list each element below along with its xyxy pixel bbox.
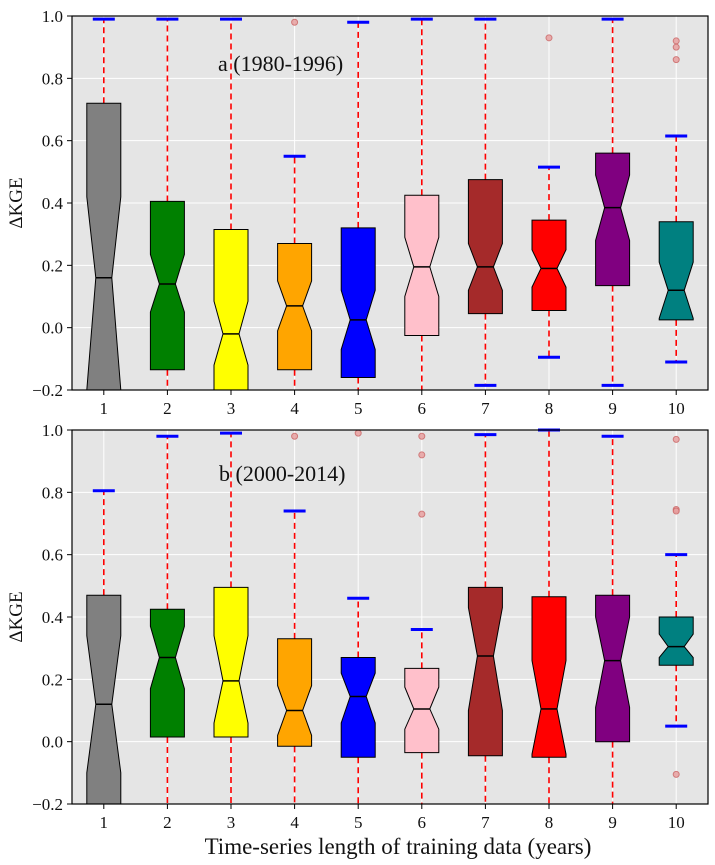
- y-axis-title: ΔKGE: [6, 177, 27, 228]
- x-tick-label: 8: [545, 813, 554, 832]
- box-body: [340, 657, 376, 758]
- box-body: [149, 608, 185, 738]
- y-tick-label: 0.4: [42, 194, 64, 213]
- box-body: [404, 667, 440, 754]
- plot-frame: [71, 15, 709, 391]
- box-group: [404, 17, 440, 390]
- box-body: [595, 594, 631, 743]
- box-body: [149, 200, 185, 371]
- panel-label: a (1980-1996): [218, 51, 343, 76]
- box-group: [595, 434, 631, 804]
- box-body: [531, 596, 567, 758]
- box-group: [213, 431, 249, 804]
- box-group: [467, 433, 503, 804]
- panel-label: b (2000-2014): [219, 461, 345, 486]
- y-tick-label: 0.4: [42, 608, 64, 627]
- box-group: [149, 17, 185, 390]
- panel-b: −0.2 0.0 0.2 0.4 0.6 0.8 1.0 1 2 3 4 5 6 7 8 9 10 ΔKGE b (…: [6, 421, 709, 832]
- box-group: [213, 17, 249, 391]
- x-tick-label: 1: [100, 399, 109, 418]
- y-tick-label: 1.0: [42, 7, 63, 26]
- x-tick-label: 6: [418, 399, 427, 418]
- outlier-point: [672, 770, 680, 778]
- x-tick-label: 2: [163, 813, 172, 832]
- box-group: [277, 432, 313, 804]
- x-tick-label: 6: [418, 813, 427, 832]
- box-group: [531, 428, 567, 804]
- y-tick-label: 0.6: [42, 546, 63, 565]
- box-body: [595, 152, 631, 287]
- box-body: [86, 102, 122, 391]
- x-tick-label: 5: [354, 813, 363, 832]
- box-body: [467, 586, 503, 757]
- box-body: [277, 638, 313, 747]
- plot-frame: [71, 429, 709, 805]
- outlier-point: [672, 43, 680, 51]
- y-axis-title: ΔKGE: [6, 591, 27, 642]
- x-tick-label: 3: [227, 813, 236, 832]
- y-tick-label: 0.8: [42, 69, 63, 88]
- outlier-point: [418, 510, 426, 518]
- box-body: [340, 227, 376, 378]
- x-tick-label: 9: [608, 399, 617, 418]
- outlier-point: [291, 18, 299, 26]
- box-group: [658, 37, 694, 364]
- x-tick-label: 8: [545, 399, 554, 418]
- box-group: [340, 20, 376, 390]
- y-tick-label: 0.8: [42, 483, 63, 502]
- outlier-point: [672, 37, 680, 45]
- outlier-point: [291, 432, 299, 440]
- x-tick-label: 9: [608, 813, 617, 832]
- outlier-point: [354, 429, 362, 437]
- x-tick-label: 10: [668, 399, 685, 418]
- y-tick-label: 0.6: [42, 132, 63, 151]
- panel-a: −0.2 0.0 0.2 0.4 0.6 0.8 1.0 1 2 3 4 5 6 7 8 9 10 ΔKGE a (…: [6, 7, 709, 418]
- box-group: [658, 435, 694, 778]
- x-tick-label: 7: [481, 399, 490, 418]
- outlier-point: [418, 451, 426, 459]
- box-group: [277, 18, 313, 390]
- x-tick-label: 4: [290, 399, 299, 418]
- box-group: [340, 429, 376, 804]
- box-group: [404, 432, 440, 804]
- y-tick-label: 1.0: [42, 421, 63, 440]
- box-group: [467, 17, 503, 387]
- box-body: [213, 229, 249, 391]
- outlier-point: [672, 435, 680, 443]
- box-body: [531, 219, 567, 311]
- box-body: [658, 221, 694, 321]
- box-group: [531, 34, 567, 359]
- outlier-point: [545, 34, 553, 42]
- box-group: [595, 17, 631, 387]
- outlier-point: [672, 56, 680, 64]
- x-tick-label: 3: [227, 399, 236, 418]
- y-tick-label: 0.2: [42, 256, 63, 275]
- outlier-point: [418, 432, 426, 440]
- x-tick-label: 5: [354, 399, 363, 418]
- outlier-point: [672, 507, 680, 515]
- box-body: [658, 616, 694, 666]
- x-tick-label: 2: [163, 399, 172, 418]
- box-body: [213, 586, 249, 738]
- box-group: [86, 489, 122, 805]
- box-body: [86, 594, 122, 805]
- x-axis-title: Time-series length of training data (yea…: [205, 834, 592, 859]
- y-tick-label: 0.0: [42, 733, 63, 752]
- x-tick-label: 4: [290, 813, 299, 832]
- x-tick-label: 7: [481, 813, 490, 832]
- y-tick-label: 0.0: [42, 319, 63, 338]
- x-tick-label: 1: [100, 813, 109, 832]
- box-body: [467, 179, 503, 315]
- box-body: [404, 194, 440, 336]
- y-tick-label: −0.2: [32, 795, 63, 814]
- box-group: [149, 434, 185, 804]
- y-tick-label: −0.2: [32, 381, 63, 400]
- box-group: [86, 17, 122, 391]
- x-tick-label: 10: [668, 813, 685, 832]
- y-tick-label: 0.2: [42, 670, 63, 689]
